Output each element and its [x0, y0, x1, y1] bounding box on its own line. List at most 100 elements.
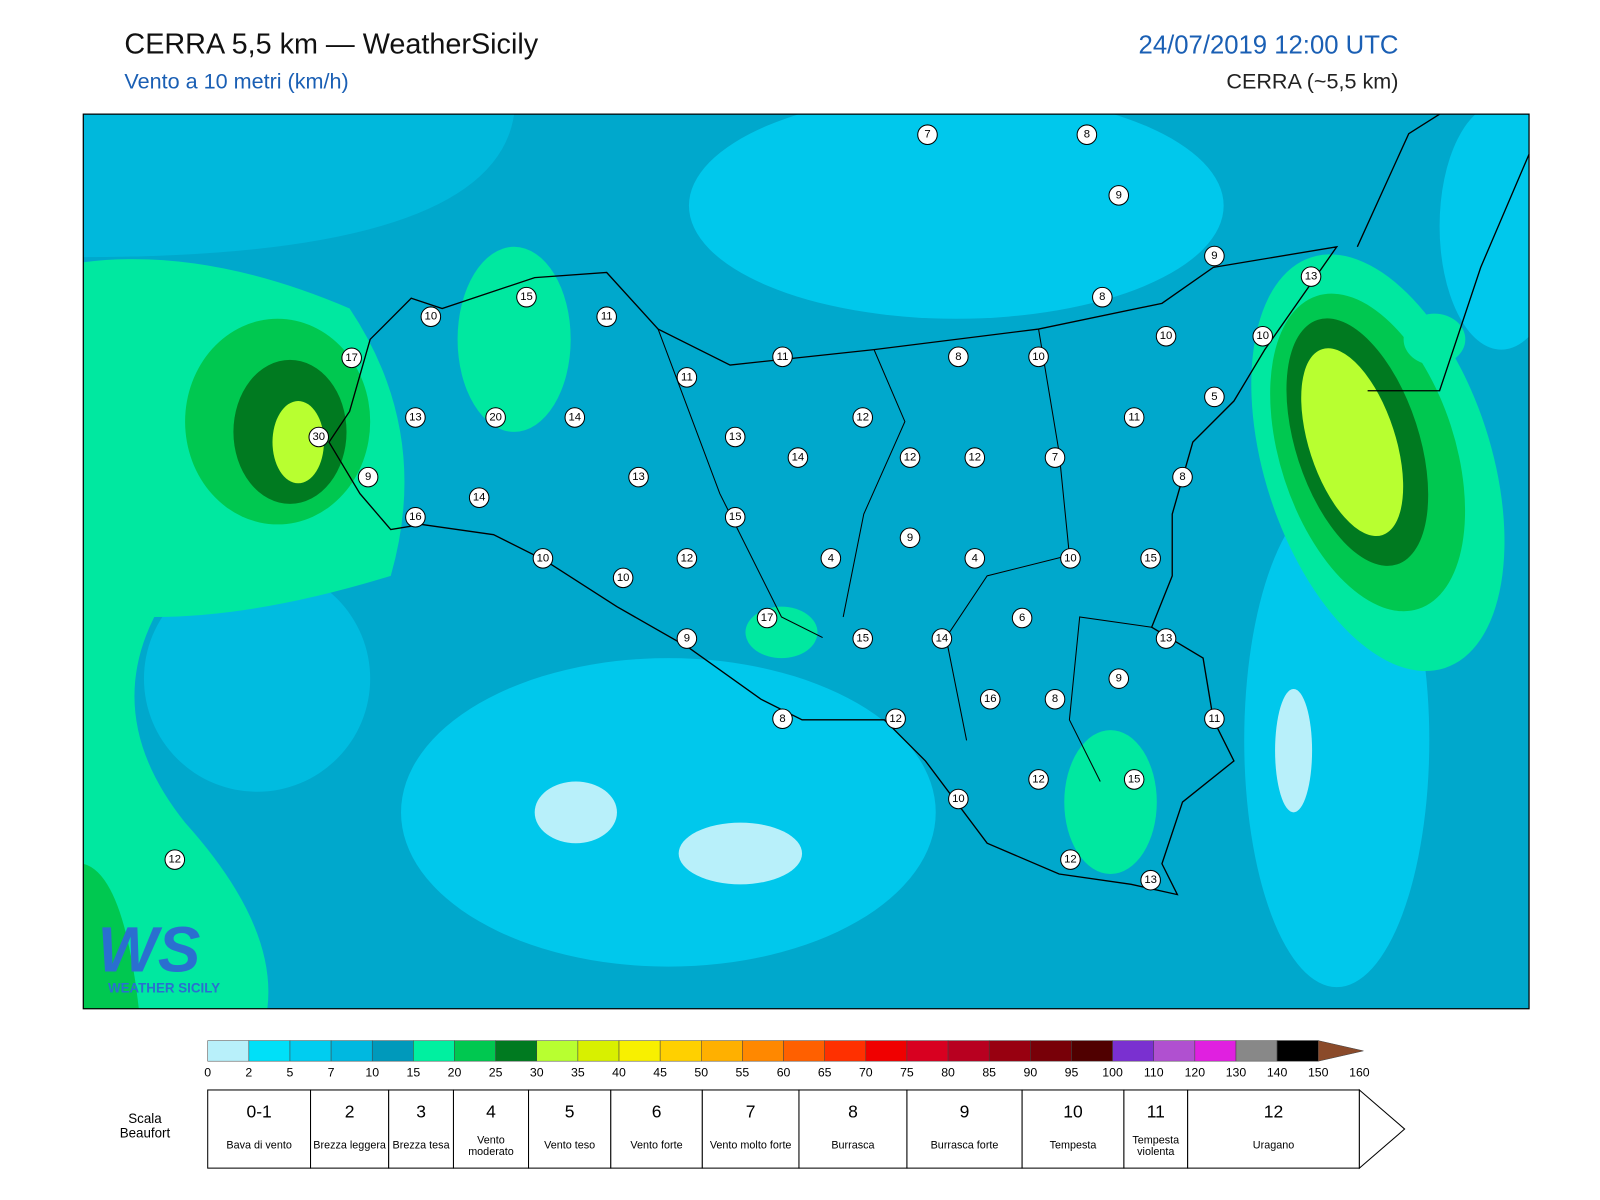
beaufort-name-box: Vento forte	[630, 1140, 682, 1151]
station-value: 12	[1032, 773, 1045, 785]
station-value: 12	[1064, 854, 1077, 866]
station-value: 9	[1116, 189, 1122, 201]
station-value: 15	[520, 291, 533, 303]
station-value: 15	[856, 633, 869, 645]
station-marker	[405, 407, 426, 428]
beaufort-cell	[1187, 1089, 1360, 1169]
beaufort-force: 4	[486, 1102, 496, 1122]
beaufort-name-box: Brezza tesa	[393, 1140, 450, 1151]
station-value: 10	[1256, 330, 1269, 342]
station-marker	[885, 708, 906, 730]
station-marker	[931, 628, 953, 649]
beaufort-cell	[906, 1089, 1023, 1169]
beaufort-force: 3	[416, 1102, 426, 1122]
colorbar-segment	[207, 1040, 250, 1062]
beaufort-cell	[701, 1089, 800, 1169]
station-marker	[1044, 688, 1066, 710]
station-value: 17	[761, 612, 774, 624]
beaufort-name: Tempesta	[1049, 1139, 1097, 1153]
colorbar-tick-label: 5	[287, 1066, 294, 1080]
beaufort-cell	[1123, 1089, 1189, 1169]
colorbar-tick-label: 160	[1349, 1066, 1370, 1080]
station-value: 9	[684, 633, 690, 645]
colorbar-segment	[947, 1040, 990, 1062]
beaufort-name: Vento moderato	[468, 1134, 514, 1158]
stations: 7 8 9 9 13 15 11 10 8 10 10 17 8 10 11 11 5 13 20 14 12 11 30 1…	[164, 124, 1322, 891]
station-value: 4	[828, 552, 834, 564]
colorbar-tick-label: 85	[982, 1066, 996, 1080]
colorbar-segment	[1194, 1040, 1237, 1062]
station-value: 11	[1209, 713, 1221, 725]
colorbar-segment	[495, 1040, 538, 1062]
station-marker	[899, 447, 921, 468]
beaufort-label-line: Scala	[128, 1111, 162, 1126]
station-value: 10	[1032, 351, 1045, 363]
station-value: 10	[1064, 552, 1077, 564]
colorbar-tick-label: 95	[1065, 1066, 1079, 1080]
station-marker	[405, 506, 426, 528]
colorbar-tick-label: 70	[859, 1066, 873, 1080]
beaufort-name-box: Tempesta violenta	[1132, 1135, 1179, 1158]
beaufort-force: 5	[565, 1102, 575, 1122]
station-value: 13	[632, 471, 645, 483]
colorbar-tick-label: 7	[328, 1066, 335, 1080]
beaufort-name-box: Tempesta	[1049, 1139, 1097, 1153]
station-marker	[1011, 607, 1033, 629]
station-marker	[564, 407, 586, 428]
colorbar-arrow	[1317, 1040, 1364, 1062]
calabria-coast	[1356, 113, 1530, 392]
colorbar-tick-label: 45	[653, 1066, 667, 1080]
station-value: 14	[569, 411, 582, 423]
subtitle: Vento a 10 metri (km/h)	[124, 68, 348, 93]
station-value: 11	[777, 351, 789, 363]
colorbar-tick-label: 90	[1023, 1066, 1037, 1080]
station-marker	[964, 548, 986, 569]
station-value: 12	[904, 452, 917, 464]
colorbar-tick-label: 40	[612, 1066, 626, 1080]
station-marker	[485, 407, 506, 428]
station-value: 30	[312, 431, 325, 443]
beaufort-name-box: Bava di vento	[226, 1140, 291, 1151]
station-marker	[596, 306, 617, 327]
station-marker	[628, 466, 649, 488]
station-value: 8	[1179, 471, 1185, 483]
beaufort-name: Vento teso	[544, 1139, 596, 1153]
station-marker	[852, 628, 874, 649]
station-value: 9	[1116, 673, 1122, 685]
station-value: 9	[907, 532, 913, 544]
station-marker	[1300, 266, 1322, 287]
beaufort-name: Vento molto forte	[709, 1139, 792, 1153]
beaufort-force: 11	[1147, 1102, 1165, 1122]
station-marker	[420, 306, 442, 327]
colorbar-tick-label: 2	[245, 1066, 252, 1080]
station-value: 4	[972, 552, 978, 564]
wind-field	[83, 114, 1530, 1009]
beaufort-force: 8	[848, 1102, 858, 1122]
station-value: 7	[924, 129, 930, 141]
title: CERRA 5,5 km — WeatherSicily	[124, 28, 538, 60]
station-marker	[341, 347, 362, 369]
beaufort-scale: 0-1 Bava di vento 2 Brezza leggera 3 Brezza t…	[207, 1088, 1406, 1170]
station-value: 8	[1099, 291, 1105, 303]
station-value: 11	[681, 371, 693, 383]
station-value: 8	[1052, 693, 1058, 705]
station-value: 11	[1128, 411, 1140, 423]
beaufort-name: Burrasca forte	[930, 1139, 999, 1153]
colorbar-segment	[1153, 1040, 1196, 1062]
station-marker	[1092, 286, 1113, 308]
colorbar-tick-label: 0	[204, 1066, 211, 1080]
station-marker	[357, 466, 379, 488]
station-value: 6	[1019, 612, 1025, 624]
beaufort-label: Scala Beaufort	[120, 1111, 171, 1140]
station-value: 12	[681, 552, 694, 564]
station-value: 12	[969, 452, 982, 464]
station-value: 13	[729, 431, 742, 443]
station-marker	[676, 628, 698, 649]
beaufort-force: 0-1	[247, 1102, 272, 1122]
station-value: 10	[952, 793, 965, 805]
station-marker	[532, 548, 554, 569]
beaufort-name-box: Vento teso	[544, 1139, 596, 1153]
colorbar-tick-label: 30	[530, 1066, 544, 1080]
colorbar-tick-label: 75	[900, 1066, 914, 1080]
